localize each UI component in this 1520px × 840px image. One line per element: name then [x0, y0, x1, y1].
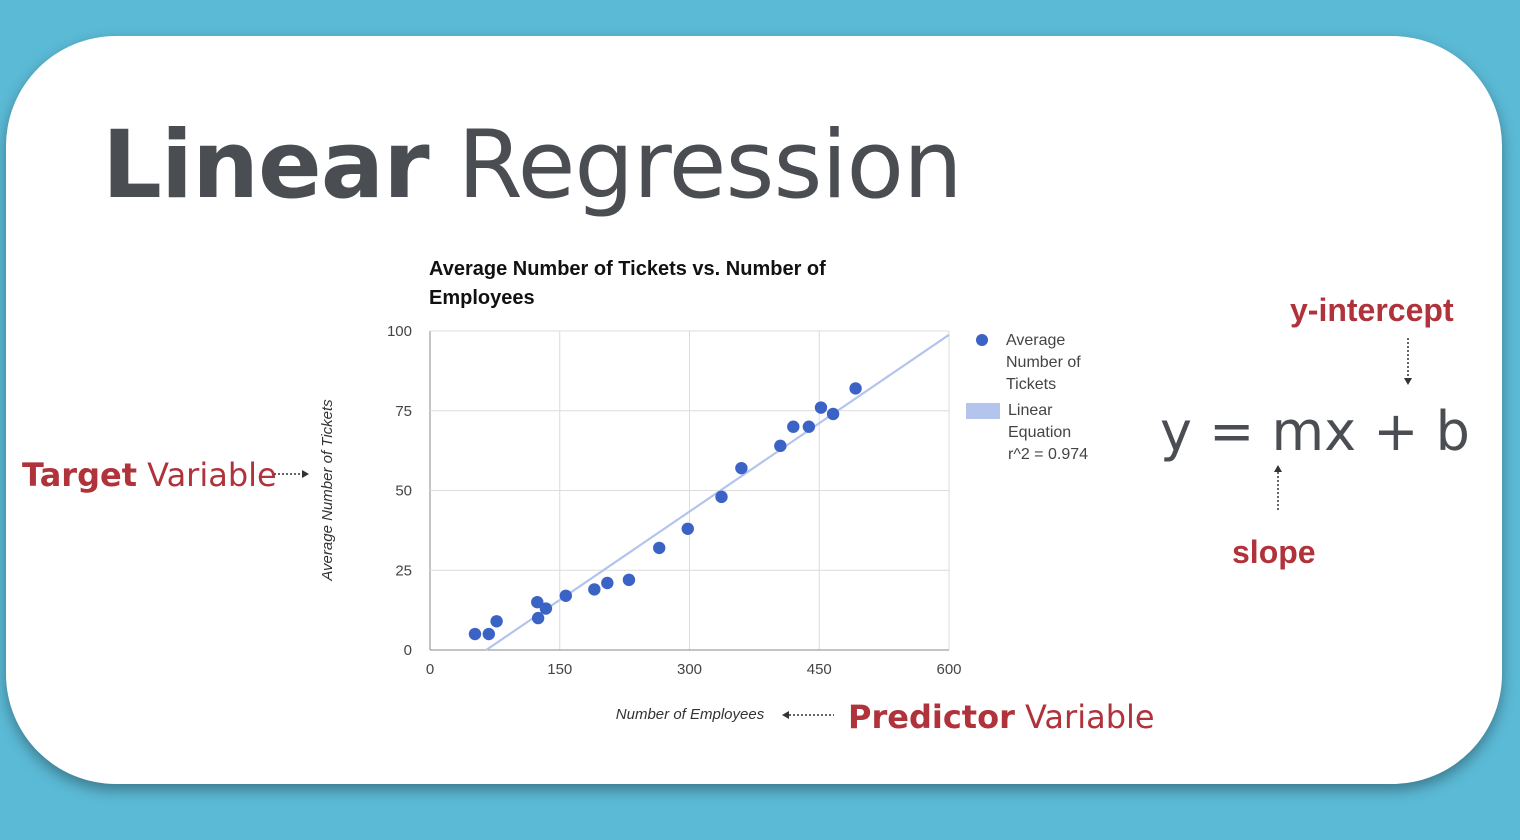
data-point	[601, 576, 614, 590]
regression-equation: y = mx + b	[1160, 400, 1470, 463]
data-point	[814, 401, 828, 414]
scatter-chart: 0 150 300 450 600 0 25 50 75 100 Average Number o…	[319, 323, 962, 723]
y-tick-label: 75	[395, 403, 412, 420]
x-tick-label: 0	[426, 661, 434, 678]
x-tick-label: 150	[547, 661, 572, 678]
x-tick-label: 450	[807, 661, 832, 678]
legend-trend-swatch	[966, 403, 1000, 419]
data-point	[715, 490, 728, 504]
y-intercept-arrow-icon	[1404, 338, 1412, 385]
y-tick-label: 100	[387, 323, 412, 340]
target-strong: Target	[22, 456, 137, 494]
chart-legend: Average Number of Tickets Linear Equatio…	[966, 330, 1098, 470]
data-point	[787, 420, 800, 433]
predictor-variable-label: Predictor Variable	[848, 698, 1155, 736]
legend-label-points: Average Number of Tickets	[1006, 332, 1081, 393]
slide-card: Linear Regression	[6, 36, 1502, 784]
data-point	[468, 627, 482, 641]
x-tick-label: 300	[677, 661, 702, 678]
predictor-strong: Predictor	[848, 698, 1015, 736]
y-axis-label: Average Number of Tickets	[319, 399, 336, 582]
data-point	[653, 541, 666, 555]
title-bold-word: Linear	[102, 111, 430, 220]
tick-labels: 0 150 300 450 600 0 25 50 75 100	[387, 323, 962, 678]
data-point	[826, 407, 840, 421]
data-points	[468, 382, 862, 641]
y-tick-label: 0	[404, 642, 412, 659]
data-point	[849, 382, 862, 395]
title-regular-word: Regression	[457, 111, 962, 220]
legend-item-trendline: Linear Equation r^2 = 0.974	[966, 400, 1098, 466]
data-point	[531, 595, 544, 609]
y-intercept-label: y-intercept	[1290, 292, 1454, 328]
data-point	[681, 522, 694, 535]
slide-title: Linear Regression	[102, 111, 963, 220]
data-point	[588, 583, 601, 596]
x-axis-label: Number of Employees	[616, 706, 765, 723]
data-point	[622, 573, 636, 587]
data-point	[531, 611, 545, 625]
predictor-arrow-icon	[782, 711, 834, 719]
target-arrow-icon	[274, 470, 309, 478]
legend-item-points: Average Number of Tickets	[966, 330, 1098, 396]
data-point	[774, 439, 787, 453]
target-rest: Variable	[136, 456, 277, 494]
predictor-rest: Variable	[1014, 698, 1155, 736]
legend-r2-label: r^2 = 0.974	[1008, 446, 1089, 463]
data-point	[539, 602, 553, 615]
data-point	[735, 461, 748, 475]
data-point	[490, 615, 503, 628]
target-variable-label: Target Variable	[22, 456, 277, 494]
slope-label: slope	[1232, 534, 1316, 570]
grid-lines	[429, 330, 950, 651]
data-point	[559, 589, 573, 602]
chart-title: Average Number of Tickets vs. Number of …	[429, 258, 826, 309]
y-tick-label: 25	[395, 562, 412, 579]
data-point	[482, 627, 496, 641]
legend-point-marker	[976, 334, 988, 346]
slope-arrow-icon	[1274, 465, 1282, 512]
legend-trend-text: Linear Equation r^2 = 0.974	[1008, 400, 1098, 466]
legend-label-trendline: Linear Equation	[1008, 402, 1072, 441]
y-tick-label: 50	[395, 483, 412, 500]
x-tick-label: 600	[936, 661, 961, 678]
data-point	[802, 420, 816, 433]
